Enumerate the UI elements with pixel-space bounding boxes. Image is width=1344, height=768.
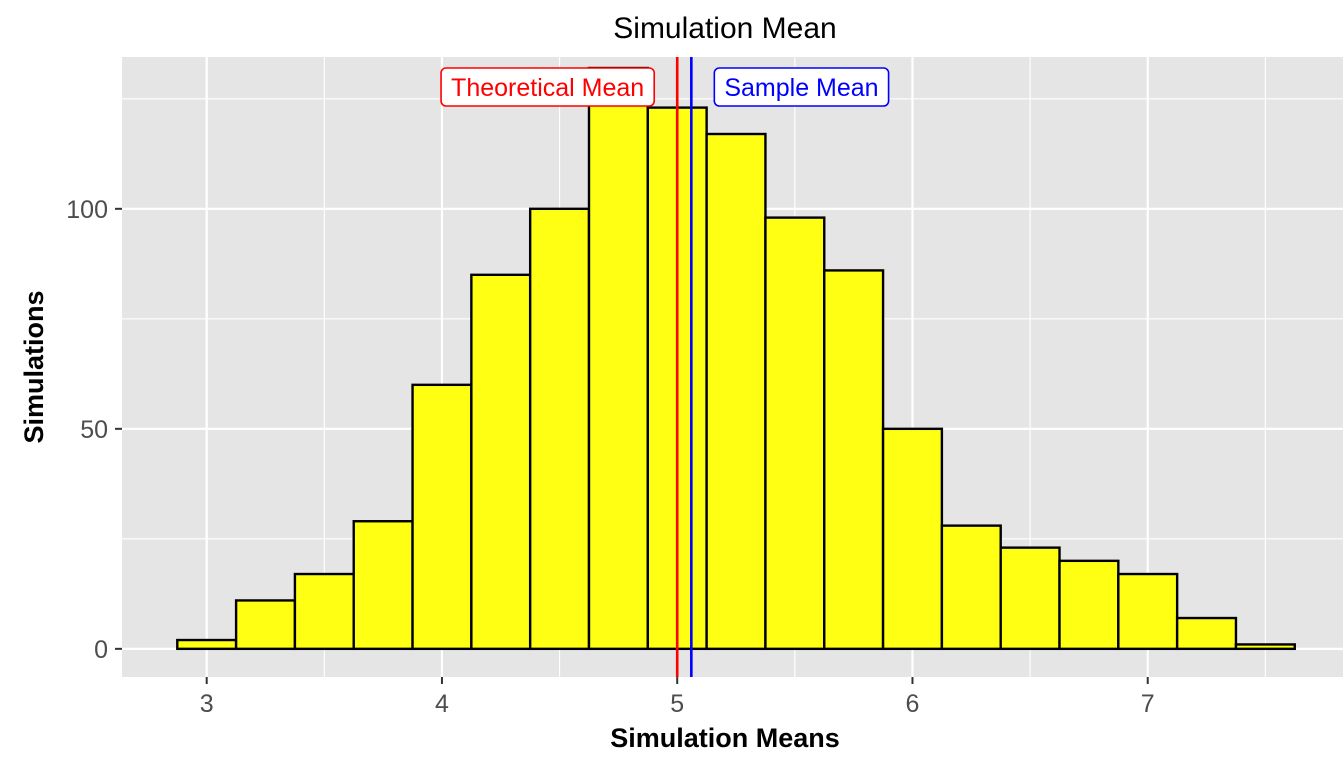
histogram-bar [1234,643,1296,651]
y-tick-label: 0 [94,636,108,664]
histogram-bar [764,216,826,651]
x-tick-label: 3 [200,690,214,718]
x-axis-ticks: 3 4 5 6 7 [200,677,1155,718]
x-tick-label: 7 [1141,690,1155,718]
histogram-bars [176,66,1296,651]
histogram-bar [528,207,591,651]
y-axis-ticks: 0 50 100 [66,196,122,664]
histogram-bar [176,638,238,651]
mean-annotations: Theoretical Mean Sample Mean [440,67,890,107]
histogram-bar [705,132,767,651]
x-tick-label: 6 [906,690,920,718]
reference-lines [675,57,693,677]
y-axis-title: Simulations [19,290,49,443]
theoretical-mean-label: Theoretical Mean [451,74,644,102]
y-tick-label: 100 [66,196,108,224]
histogram-bar [293,572,355,651]
histogram-bar [1058,559,1120,651]
y-tick-label: 50 [80,416,108,444]
chart-title: Simulation Mean [613,12,836,45]
histogram-bar [234,599,297,651]
histogram-bar [587,66,650,651]
histogram-bar [1117,572,1179,651]
histogram-bar [823,269,885,651]
histogram-bar [940,524,1002,651]
histogram-bar [881,427,944,651]
histogram-bar [470,273,532,651]
x-tick-label: 4 [435,690,449,718]
histogram-bar [352,520,414,651]
x-tick-label: 5 [670,690,684,718]
histogram-bar [411,383,473,651]
sample-mean-label-box [713,67,890,107]
histogram-bar [999,546,1061,651]
sample-mean-label: Sample Mean [724,74,878,102]
x-axis-title: Simulation Means [610,723,840,753]
histogram-bar [1175,616,1238,651]
theoretical-mean-label-box [440,67,656,107]
